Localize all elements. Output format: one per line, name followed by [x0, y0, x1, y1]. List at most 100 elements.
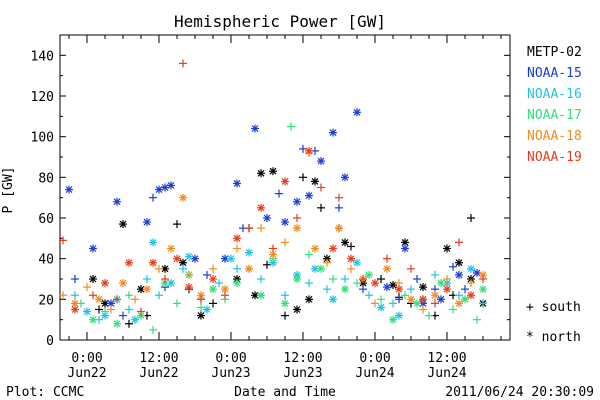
data-point: [329, 275, 337, 283]
data-point: [467, 264, 475, 273]
data-point: [233, 234, 241, 243]
y-tick-label: 40: [38, 253, 54, 268]
data-point: [233, 279, 241, 288]
data-point: [263, 214, 271, 222]
data-point: [383, 283, 391, 292]
data-point: [95, 305, 103, 314]
data-point: [59, 236, 67, 245]
data-point: [395, 311, 403, 320]
data-point: [257, 275, 265, 283]
data-point: [209, 299, 217, 308]
data-point: [95, 295, 103, 304]
data-point: [197, 295, 205, 304]
data-point: [131, 315, 139, 324]
data-point: [449, 262, 457, 271]
data-point: [437, 279, 445, 288]
y-tick-label: 60: [38, 212, 54, 227]
data-point: [395, 295, 403, 304]
data-point: [479, 299, 487, 308]
data-point: [155, 185, 163, 194]
data-point: [119, 220, 127, 229]
data-point: [263, 260, 271, 269]
data-point: [125, 305, 133, 314]
data-point: [83, 283, 91, 292]
data-points: [59, 59, 487, 334]
data-point: [59, 291, 67, 300]
data-point: [149, 258, 157, 267]
data-point: [71, 275, 79, 283]
data-point: [467, 214, 475, 222]
data-point: [329, 295, 337, 304]
data-point: [455, 238, 463, 247]
data-point: [221, 254, 229, 263]
data-point: [431, 270, 439, 279]
data-point: [365, 291, 373, 300]
x-tick-date-label: Jun24: [355, 366, 394, 381]
data-point: [71, 291, 79, 300]
data-point: [197, 303, 205, 312]
data-point: [281, 299, 289, 308]
y-tick-label: 100: [31, 131, 54, 146]
data-point: [173, 254, 181, 263]
data-point: [359, 285, 367, 294]
data-point: [197, 311, 205, 320]
data-point: [245, 264, 253, 273]
data-point: [425, 311, 433, 320]
data-point: [185, 270, 193, 279]
data-point: [389, 281, 397, 290]
data-point: [455, 258, 463, 267]
data-point: [335, 203, 343, 212]
data-point: [329, 128, 337, 137]
data-point: [287, 122, 295, 131]
data-point: [257, 203, 265, 212]
y-tick-label: 140: [31, 49, 54, 64]
data-point: [419, 295, 427, 304]
data-point: [305, 146, 313, 155]
data-point: [179, 59, 187, 68]
data-point: [323, 285, 331, 294]
data-point: [293, 305, 301, 314]
x-tick-date-label: Jun22: [67, 366, 106, 381]
x-tick-time-label: 12:00: [427, 351, 466, 366]
data-point: [257, 169, 265, 178]
data-point: [311, 177, 319, 186]
data-point: [437, 295, 445, 304]
data-point: [245, 224, 253, 233]
y-tick-label: 80: [38, 171, 54, 186]
legend: METP-02 NOAA-15 NOAA-16 NOAA-17 NOAA-18 NOAA-…: [527, 45, 582, 165]
data-point: [71, 305, 79, 314]
data-point: [281, 311, 289, 320]
data-point: [329, 244, 337, 253]
data-point: [317, 203, 325, 212]
data-point: [143, 275, 151, 283]
data-point: [305, 250, 313, 259]
data-point: [269, 250, 277, 259]
data-point: [467, 279, 475, 288]
x-tick-time-label: 12:00: [283, 351, 322, 366]
data-point: [401, 291, 409, 300]
data-point: [359, 275, 367, 283]
data-point: [155, 291, 163, 300]
x-tick-date-label: Jun23: [211, 366, 250, 381]
data-point: [89, 315, 97, 324]
data-point: [305, 279, 313, 288]
legend-entry: NOAA-15: [527, 66, 582, 81]
data-point: [143, 285, 151, 294]
data-point: [107, 305, 115, 314]
data-point: [479, 275, 487, 283]
data-point: [377, 295, 385, 304]
data-point: [431, 291, 439, 300]
data-point: [155, 264, 163, 273]
data-point: [335, 193, 343, 202]
data-point: [443, 275, 451, 283]
data-point: [203, 270, 211, 279]
data-point: [281, 291, 289, 300]
data-point: [323, 254, 331, 263]
chart-title: Hemispheric Power [GW]: [174, 12, 386, 31]
data-point: [353, 258, 361, 267]
data-point: [455, 299, 463, 308]
marker-legend: + south * north: [526, 300, 581, 345]
data-point: [89, 291, 97, 300]
data-point: [125, 319, 133, 328]
data-point: [179, 193, 187, 202]
